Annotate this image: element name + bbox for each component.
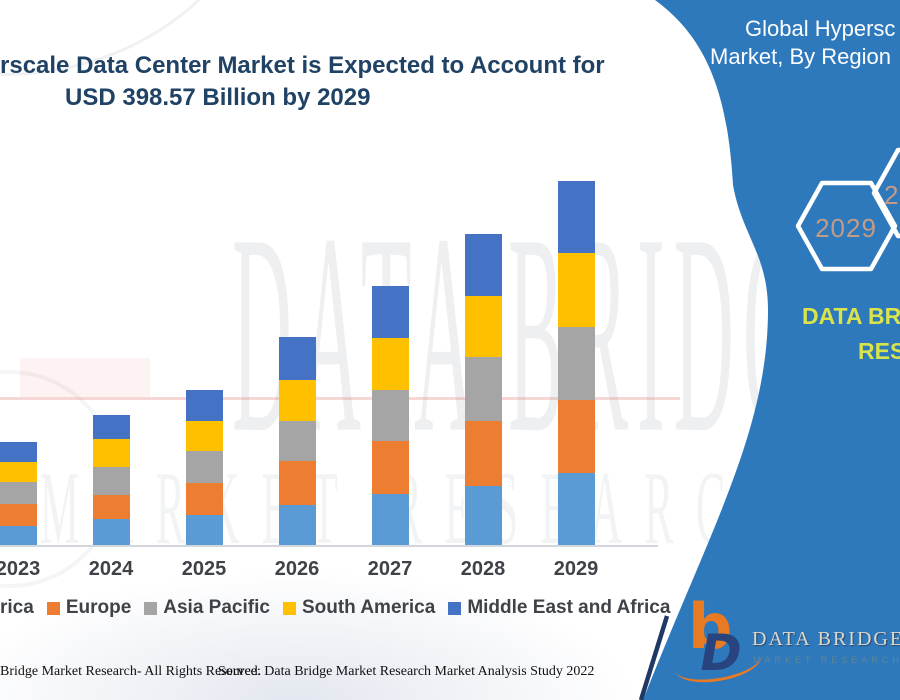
bar-segment	[0, 461, 37, 483]
legend-swatch	[282, 601, 296, 615]
bar-segment	[92, 519, 130, 545]
bar-segment	[92, 415, 130, 440]
bar-2027	[371, 285, 409, 545]
legend-swatch	[144, 601, 158, 615]
bar-2023	[0, 441, 37, 545]
bar-segment	[185, 450, 223, 483]
legend-label: South America	[301, 597, 436, 618]
bar-segment	[557, 399, 595, 473]
bar-2026	[278, 336, 316, 545]
bar-segment	[464, 420, 502, 486]
x-axis-label: 2027	[367, 558, 413, 580]
bar-segment	[371, 389, 409, 441]
bar-segment	[371, 337, 409, 390]
bar-segment	[0, 503, 37, 526]
x-axis-label: 2026	[274, 558, 320, 580]
source-text: Source: Data Bridge Market Research Mark…	[218, 664, 595, 679]
bar-segment	[92, 494, 130, 520]
legend-label: rica	[0, 597, 34, 618]
bar-segment	[371, 493, 409, 545]
chart-title-line2: USD 398.57 Billion by 2029	[65, 84, 371, 111]
bar-segment	[557, 252, 595, 327]
bar-segment	[278, 420, 316, 461]
x-axis-label: 2023	[0, 558, 41, 580]
bar-segment	[278, 461, 316, 505]
legend-item: South America	[282, 597, 436, 619]
bar-segment	[557, 472, 595, 545]
legend-label: Asia Pacific	[163, 597, 270, 618]
x-axis-label: 2029	[553, 558, 599, 580]
x-axis-label: 2028	[460, 558, 506, 580]
x-axis-label: 2025	[181, 558, 227, 580]
x-axis-line	[0, 545, 658, 547]
bar-segment	[185, 514, 223, 545]
bar-2028	[464, 233, 502, 545]
bar-segment	[464, 356, 502, 421]
bar-2025	[185, 389, 223, 545]
legend-item: Europe	[46, 597, 132, 619]
bar-segment	[464, 233, 502, 296]
bar-segment	[371, 440, 409, 494]
bar-segment	[278, 504, 316, 545]
bar-segment	[185, 482, 223, 515]
x-axis-label: 2024	[88, 558, 134, 580]
bar-segment	[557, 326, 595, 400]
legend-item: Asia Pacific	[144, 597, 270, 619]
copyright-text: Bridge Market Research- All Rights Reser…	[0, 664, 262, 679]
bar-2029	[557, 180, 595, 545]
legend-swatch	[448, 601, 462, 615]
bar-segment	[464, 485, 502, 545]
bar-segment	[278, 336, 316, 380]
bar-segment	[371, 285, 409, 338]
bar-segment	[185, 389, 223, 421]
bar-segment	[92, 439, 130, 468]
legend-swatch	[46, 601, 60, 615]
legend-label: Middle East and Africa	[467, 597, 671, 618]
bar-segment	[185, 420, 223, 451]
legend-item: rica	[0, 597, 34, 619]
bar-segment	[557, 180, 595, 253]
bar-segment	[0, 525, 37, 545]
legend-item: Middle East and Africa	[448, 597, 670, 619]
bar-2024	[92, 415, 130, 545]
chart-legend: rica Europe Asia Pacific South America Middl…	[0, 597, 670, 619]
chart-title-line1: rscale Data Center Market is Expected to…	[0, 52, 605, 79]
bar-segment	[278, 379, 316, 421]
bar-segment	[92, 467, 130, 495]
bar-segment	[0, 441, 37, 462]
bar-segment	[0, 482, 37, 504]
bar-segment	[464, 295, 502, 357]
legend-label: Europe	[65, 597, 132, 618]
